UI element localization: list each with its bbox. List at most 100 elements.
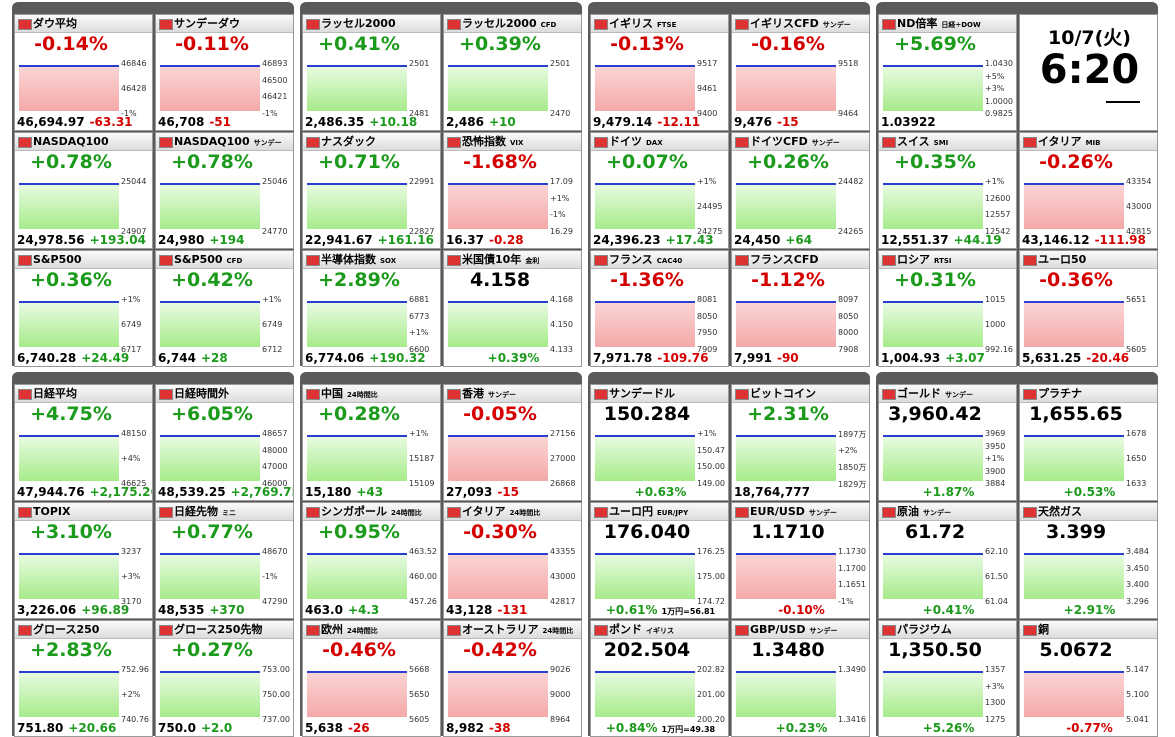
market-tile[interactable]: サンデーダウ -0.11% 46893 46500 46421 -1% 46,708 -51 — [155, 14, 294, 131]
axis-label: +3% — [985, 681, 1005, 691]
market-tile[interactable]: グロース250先物 +0.27% 753.00 750.00 737.00 750.0 +2… — [155, 620, 294, 737]
mini-chart-area — [19, 553, 119, 599]
headline-value: +0.95% — [318, 521, 400, 543]
market-tile[interactable]: ドイツCFD サンデー +0.26% 24482 24265 24,450 +64 — [731, 132, 870, 249]
market-tile[interactable]: ND倍率 日経÷DOW +5.69% 1.0430 +5% +3% 1.0000 0.9825… — [878, 14, 1017, 131]
market-tile[interactable]: 米国債10年 金利 4.158 4.168 4.150 4.133 +0.39% — [443, 250, 582, 367]
market-tile[interactable]: 半導体指数 SOX +2.89% 6881 6773 +1% 6600 6,774.06 +19… — [302, 250, 441, 367]
axis-label: 5605 — [1126, 345, 1147, 354]
market-tile[interactable]: 欧州 24時間比 -0.46% 5668 5650 5605 5,638 -26 — [302, 620, 441, 737]
market-tile[interactable]: パラジウム 1,350.50 1357 +3% 1300 1275 +5.26% — [878, 620, 1017, 737]
market-tile[interactable]: ビットコイン +2.31% 1897万 +2% 1850万 1829万 18,764,777 — [731, 384, 870, 501]
axis-label: 7950 — [697, 328, 718, 338]
market-name: ロシア — [897, 253, 930, 266]
market-tile[interactable]: イギリス FTSE -0.13% 9517 9461 9400 9,479.14 -12.11 — [590, 14, 729, 131]
price: 1.03922 — [881, 115, 936, 129]
market-tile[interactable]: 恐怖指数 VIX -1.68% 17.09 +1% -1% 16.29 16.37 -0.28 — [443, 132, 582, 249]
headline-value: -0.11% — [175, 33, 249, 55]
market-tile[interactable]: 日経平均 +4.75% 48150 +4% 46625 47,944.76 +2,175.2… — [14, 384, 153, 501]
market-name: S&P500 — [174, 253, 223, 266]
axis-label: +3% — [985, 84, 1005, 93]
headline-value: +0.26% — [747, 151, 829, 173]
price: 9,479.14 — [593, 115, 653, 129]
market-tile[interactable]: 銅 5.0672 5.147 5.100 5.041 -0.77% — [1019, 620, 1158, 737]
market-tile[interactable]: 日経先物 ミニ +0.77% 48670 -1% 47290 48,535 +370 — [155, 502, 294, 619]
axis-label: 46000 — [262, 479, 288, 488]
market-tile[interactable]: シンガポール 24時間比 +0.95% 463.52 460.00 457.26 463.0… — [302, 502, 441, 619]
axis-label: 24482 — [838, 177, 864, 186]
tile-header: NASDAQ100 サンデー — [156, 133, 293, 151]
market-name: TOPIX — [33, 505, 71, 518]
market-tile[interactable]: 香港 サンデー -0.05% 27156 27000 26868 27,093 -15 — [443, 384, 582, 501]
flag-icon — [594, 389, 608, 400]
market-tile[interactable]: サンデードル 150.284 +1% 150.47 150.00 149.00 +0.63% — [590, 384, 729, 501]
axis-label: 457.26 — [409, 597, 437, 606]
market-tile[interactable]: GBP/USD サンデー 1.3480 1.3490 1.3416 +0.23% — [731, 620, 870, 737]
axis-label: 460.00 — [409, 572, 437, 581]
market-name: イタリア — [462, 505, 506, 518]
tile-header: ポンド イギリス — [591, 621, 728, 639]
axis-label: 200.20 — [697, 715, 725, 724]
price-line: 8,982 -38 — [446, 721, 511, 735]
market-tile[interactable]: ダウ平均 -0.14% 46846 46428 -1% 46,694.97 -63.31 — [14, 14, 153, 131]
market-name: ドイツCFD — [750, 135, 808, 148]
market-name: ラッセル2000 — [462, 17, 537, 30]
market-tile[interactable]: ラッセル2000 +0.41% 2501 2481 2,486.35 +10.18 — [302, 14, 441, 131]
market-tile[interactable]: NASDAQ100 +0.78% 25044 24907 24,978.56 +193.0… — [14, 132, 153, 249]
market-tile[interactable]: ゴールド サンデー 3,960.42 3969 3950 +1% 3900 3884 +1.87… — [878, 384, 1017, 501]
market-tile[interactable]: イタリア 24時間比 -0.30% 43355 43000 42817 43,128 -131 — [443, 502, 582, 619]
market-tile[interactable]: スイス SMI +0.35% +1% 12600 12557 12542 12,551.37 +… — [878, 132, 1017, 249]
market-tile[interactable]: ドイツ DAX +0.07% +1% 24495 24275 24,396.23 +17.43 — [590, 132, 729, 249]
change-line: +1.87% — [879, 485, 1016, 499]
market-tile[interactable]: イギリスCFD サンデー -0.16% 9518 9464 9,476 -15 — [731, 14, 870, 131]
market-tile[interactable]: ユーロ円 EUR/JPY 176.040 176.25 175.00 174.72 +0.6… — [590, 502, 729, 619]
market-tile[interactable]: ロシア RTSI +0.31% 1015 1000 992.16 1,004.93 +3.07 — [878, 250, 1017, 367]
axis-label: 12600 — [985, 193, 1011, 203]
market-tag: CFD — [226, 257, 243, 265]
axis-label: 46893 — [262, 59, 288, 68]
market-name: イタリア — [1038, 135, 1082, 148]
change-line: +0.39% — [444, 351, 581, 365]
market-tile[interactable]: オーストラリア 24時間比 -0.42% 9026 9000 8964 8,982 -38 — [443, 620, 582, 737]
price-change: +193.04 — [89, 233, 146, 247]
mini-chart-area — [1024, 553, 1124, 599]
market-tile[interactable]: ラッセル2000 CFD +0.39% 2501 2470 2,486 +10 — [443, 14, 582, 131]
mini-chart-area — [19, 301, 119, 347]
axis-label: 1678 — [1126, 429, 1147, 438]
axis-label: 47000 — [262, 462, 288, 472]
market-tile[interactable]: フランス CAC40 -1.36% 8081 8050 7950 7909 7,971.78-… — [590, 250, 729, 367]
tile-header: フランスCFD — [732, 251, 869, 269]
market-tile[interactable]: グロース250 +2.83% 752.96 +2% 740.76 751.80 +20.66 — [14, 620, 153, 737]
flag-icon — [594, 255, 608, 266]
market-tile[interactable]: フランスCFD -1.12% 8097 8050 8000 7908 7,991 -90 — [731, 250, 870, 367]
market-tile[interactable]: ユーロ50 -0.36% 5651 5605 5,631.25 -20.46 — [1019, 250, 1158, 367]
flag-icon — [159, 19, 173, 30]
market-tile[interactable]: S&P500 +0.36% +1% 6749 6717 6,740.28 +24.49 — [14, 250, 153, 367]
axis-label: +2% — [838, 445, 858, 455]
headline-value: 202.504 — [603, 639, 691, 661]
axis-label: 9464 — [838, 109, 859, 118]
market-tile[interactable]: TOPIX +3.10% 3237 +3% 3170 3,226.06 +96.89 — [14, 502, 153, 619]
axis-label: 9517 — [697, 59, 718, 68]
market-tile[interactable]: 中国 24時間比 +0.28% +1% 15187 15109 15,180 +43 — [302, 384, 441, 501]
market-tile[interactable]: ポンド イギリス 202.504 202.82 201.00 200.20 +0.84% 1万… — [590, 620, 729, 737]
market-tile[interactable]: S&P500 CFD +0.42% +1% 6749 6712 6,744 +28 — [155, 250, 294, 367]
market-tile[interactable]: ナスダック +0.71% 22991 22827 22,941.67 +161.16 — [302, 132, 441, 249]
axis-label: +1% — [985, 177, 1005, 186]
market-tile[interactable]: 原油 サンデー 61.72 62.10 61.50 61.04 +0.41% — [878, 502, 1017, 619]
market-tile[interactable]: 日経時間外 +6.05% 48657 48000 47000 46000 48,539.25… — [155, 384, 294, 501]
market-tile[interactable]: NASDAQ100 サンデー +0.78% 25046 24770 24,980 +194 — [155, 132, 294, 249]
headline-value: +2.83% — [30, 639, 112, 661]
market-tile[interactable]: 天然ガス 3.399 3.484 3.450 3.400 3.296 +2.91% — [1019, 502, 1158, 619]
tile-header: ロシア RTSI — [879, 251, 1016, 269]
axis-label: 750.00 — [262, 690, 290, 699]
market-tile[interactable]: EUR/USD サンデー 1.1710 1.1730 1.1700 1.1651 -1% -0… — [731, 502, 870, 619]
market-tile[interactable]: イタリア MIB -0.26% 43354 43000 42815 43,146.12 -11… — [1019, 132, 1158, 249]
tile-header: 日経先物 ミニ — [156, 503, 293, 521]
axis-label: -1% — [550, 210, 566, 220]
flag-icon — [18, 507, 32, 518]
market-tile[interactable]: プラチナ 1,655.65 1678 1650 1633 +0.53% — [1019, 384, 1158, 501]
market-tag: ミニ — [222, 509, 236, 517]
headline-value: -1.12% — [751, 269, 825, 291]
